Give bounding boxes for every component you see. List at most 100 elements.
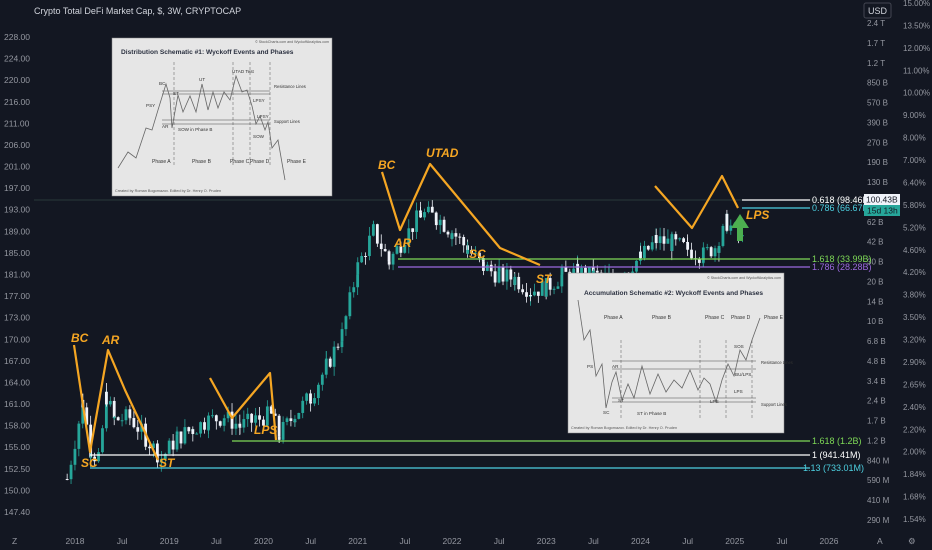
candle-body	[144, 423, 147, 433]
currency-button[interactable]: USD	[863, 2, 892, 19]
time-axis-tick: Jul	[211, 536, 222, 546]
right-percent-tick: 2.90%	[903, 358, 926, 367]
right-percent-tick: 2.65%	[903, 380, 926, 389]
right-cap-tick: 590 M	[867, 476, 890, 485]
candle-body	[438, 219, 442, 226]
right-cap-tick: 2.4 T	[867, 19, 885, 28]
candle-body	[686, 242, 690, 250]
candle-body	[525, 292, 528, 297]
candle-body	[650, 242, 654, 250]
candle-body	[105, 391, 108, 405]
left-axis-tick: 158.00	[4, 421, 30, 431]
wyckoff-path-2020	[209, 371, 278, 441]
candle-body	[690, 249, 693, 259]
candle-body	[387, 261, 391, 265]
candle-body	[69, 464, 73, 480]
candle-body	[352, 287, 356, 293]
right-percent-tick: 11.00%	[903, 66, 930, 75]
dist-phase-b: Phase B	[192, 159, 212, 165]
candle-body	[646, 245, 650, 250]
candle-body	[462, 237, 466, 246]
candle-body	[434, 221, 438, 226]
candle-body	[328, 358, 332, 367]
candle-body	[434, 212, 438, 222]
candle-body	[470, 249, 474, 254]
dist-phase-e: Phase E	[287, 159, 307, 165]
candle-body	[379, 243, 383, 249]
dist-event-ut: UT	[199, 77, 205, 82]
candle-body	[301, 400, 305, 413]
candle-body	[336, 346, 340, 348]
right-percent-tick: 4.60%	[903, 246, 926, 255]
left-price-axis[interactable]: 228.00 224.00 220.00 216.00 211.00 206.00 201.…	[4, 32, 30, 517]
candle-body	[179, 431, 183, 444]
candle-body	[348, 292, 352, 317]
left-axis-tick: 152.50	[4, 464, 30, 474]
acc-event-ps: PS	[587, 364, 593, 369]
candle-body	[709, 247, 713, 257]
time-axis-tick: 2019	[160, 536, 179, 546]
candle-body	[273, 413, 277, 416]
candle-body	[729, 225, 733, 231]
right-percent-tick: 10.00%	[903, 89, 930, 98]
wyckoff-path-2024	[654, 174, 739, 230]
dist-event-lpsy-1: LPSY	[253, 98, 265, 103]
right-cap-tick: 1.2 T	[867, 59, 885, 68]
candle-body	[234, 423, 238, 429]
acc-event-bu-lps: BU/LPS	[735, 372, 751, 377]
candle-body	[65, 478, 69, 480]
candle-body	[407, 228, 411, 246]
auto-scale-icon[interactable]: A	[877, 536, 883, 546]
candle-body	[399, 246, 403, 253]
acc-phase-a: Phase A	[604, 315, 623, 321]
left-axis-tick: 177.00	[4, 291, 30, 301]
left-axis-tick: 201.00	[4, 162, 30, 172]
right-cap-tick: 840 M	[867, 456, 890, 465]
left-axis-tick: 155.00	[4, 442, 30, 452]
acc-phase-d: Phase D	[731, 315, 751, 321]
candle-body	[662, 236, 666, 244]
acc-phase-c: Phase C	[705, 315, 725, 321]
right-cap-axis[interactable]: 2.4 T 1.7 T 1.2 T 850 B 570 B 390 B 270 B 190 B…	[867, 19, 890, 525]
candle-body	[372, 224, 375, 226]
candle-body	[183, 427, 187, 444]
right-percent-tick: 2.40%	[903, 403, 926, 412]
dist-event-ar: AR	[162, 124, 169, 129]
candle-body	[85, 407, 89, 425]
gear-icon[interactable]: ⚙	[908, 536, 916, 546]
left-axis-tick: 147.40	[4, 507, 30, 517]
price-tag: 100.43B 15d 13h	[864, 194, 900, 216]
candle-body	[371, 224, 375, 236]
dist-event-sow: SOW	[253, 134, 265, 139]
time-axis-tick: 2024	[631, 536, 650, 546]
time-axis-tick: 2020	[254, 536, 273, 546]
left-axis-tick: 167.00	[4, 356, 30, 366]
candle-body	[493, 271, 497, 283]
candle-body	[340, 329, 344, 342]
dist-phase-a: Phase A	[152, 159, 171, 165]
time-axis-tick: 2026	[820, 536, 839, 546]
time-axis[interactable]: 2018 Jul 2019 Jul 2020 Jul 2021 Jul 2022 Jul 2023 J…	[66, 536, 839, 546]
candle-body	[474, 252, 477, 254]
left-axis-tick: 224.00	[4, 54, 30, 64]
right-cap-tick: 14 B	[867, 297, 883, 306]
dist-event-st: ST	[173, 91, 179, 96]
label-utad-2021: UTAD	[426, 146, 459, 160]
candle-body	[246, 413, 250, 420]
right-cap-tick: 190 B	[867, 158, 888, 167]
left-axis-tick: 220.00	[4, 75, 30, 85]
dist-line-resistance: Resistance Lines	[274, 84, 306, 89]
candle-body	[313, 398, 316, 404]
candle-body	[375, 224, 379, 244]
right-percent-axis[interactable]: 15.00% 13.50% 12.00% 11.00% 10.00% 9.00% 8.00%…	[903, 0, 930, 524]
acc-credit-top: © StockCharts.com and WyckoffAnalytics.c…	[707, 276, 781, 280]
right-cap-tick: 270 B	[867, 138, 888, 147]
candle-body	[211, 415, 214, 417]
candle-body	[195, 433, 199, 435]
timezone-icon[interactable]: Z	[12, 536, 17, 546]
acc-event-lps-1: LPS	[710, 399, 719, 404]
dist-phase-d: Phase D	[250, 159, 270, 165]
candle-body	[81, 399, 85, 424]
